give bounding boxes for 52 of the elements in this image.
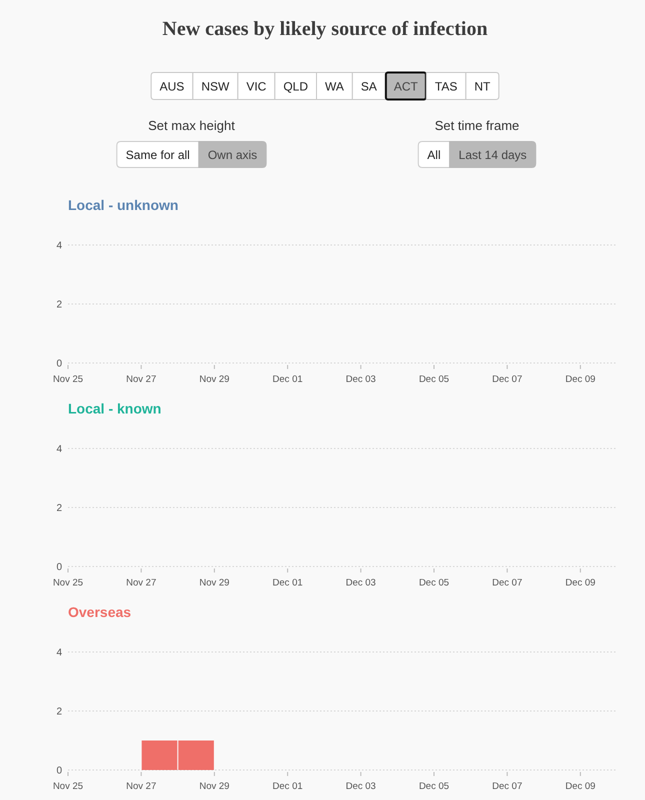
- x-tick-label: Dec 01: [272, 374, 303, 385]
- x-tick-label: Dec 05: [418, 374, 450, 385]
- x-tick-label: Nov 29: [199, 781, 230, 792]
- chart-title: Local - unknown: [68, 197, 178, 213]
- y-tick-label: 2: [56, 503, 62, 514]
- button[interactable]: TAS: [426, 72, 466, 100]
- toggle-button[interactable]: Same for all: [116, 141, 200, 168]
- x-tick-label: Dec 03: [346, 781, 376, 792]
- text: Set max height: [148, 118, 236, 133]
- x-tick-label: Dec 07: [492, 374, 522, 385]
- toggle-button[interactable]: Last 14 days: [449, 141, 536, 168]
- x-tick-label: Dec 09: [565, 374, 596, 385]
- button[interactable]: SA: [352, 72, 386, 100]
- y-tick-label: 2: [56, 300, 62, 310]
- toggle-button[interactable]: Own axis: [198, 141, 267, 168]
- y-tick-label: 0: [56, 562, 62, 573]
- y-tick-label: 4: [56, 648, 62, 658]
- x-tick-label: Nov 27: [126, 578, 156, 588]
- y-tick-label: 4: [56, 444, 62, 455]
- x-tick-label: Nov 25: [52, 781, 84, 792]
- text: Set time frame: [434, 118, 520, 133]
- x-tick-label: Nov 25: [52, 374, 84, 385]
- x-tick-label: Dec 03: [346, 374, 376, 385]
- x-tick-label: Nov 27: [126, 781, 156, 792]
- x-tick-label: Nov 27: [126, 374, 156, 385]
- x-tick-label: Nov 29: [199, 578, 230, 588]
- chart-title: Overseas: [68, 604, 132, 620]
- y-tick-label: 0: [56, 358, 62, 370]
- x-tick-label: Nov 29: [199, 374, 230, 385]
- y-tick-label: 2: [56, 706, 62, 718]
- x-tick-label: Dec 05: [418, 578, 450, 588]
- x-tick-label: Dec 01: [272, 578, 303, 588]
- text: New cases by likely source of infection: [162, 18, 488, 40]
- button[interactable]: AUS: [150, 72, 194, 100]
- button[interactable]: VIC: [237, 72, 276, 100]
- button[interactable]: NT: [465, 72, 500, 100]
- x-tick-label: Dec 01: [272, 781, 303, 792]
- button[interactable]: ACT: [384, 72, 427, 100]
- x-tick-label: Dec 09: [565, 781, 596, 792]
- y-tick-label: 0: [56, 766, 62, 776]
- x-tick-label: Nov 25: [52, 578, 84, 588]
- x-tick-label: Dec 05: [418, 781, 450, 792]
- button[interactable]: WA: [316, 72, 353, 100]
- y-tick-label: 4: [56, 240, 62, 252]
- button[interactable]: QLD: [274, 72, 317, 100]
- x-tick-label: Dec 03: [346, 578, 376, 588]
- button[interactable]: NSW: [192, 72, 238, 100]
- chart-title: Local - known: [68, 400, 162, 416]
- x-tick-label: Dec 07: [492, 578, 522, 588]
- x-tick-label: Dec 09: [565, 578, 596, 588]
- toggle-button[interactable]: All: [418, 141, 450, 168]
- x-tick-label: Dec 07: [492, 781, 522, 792]
